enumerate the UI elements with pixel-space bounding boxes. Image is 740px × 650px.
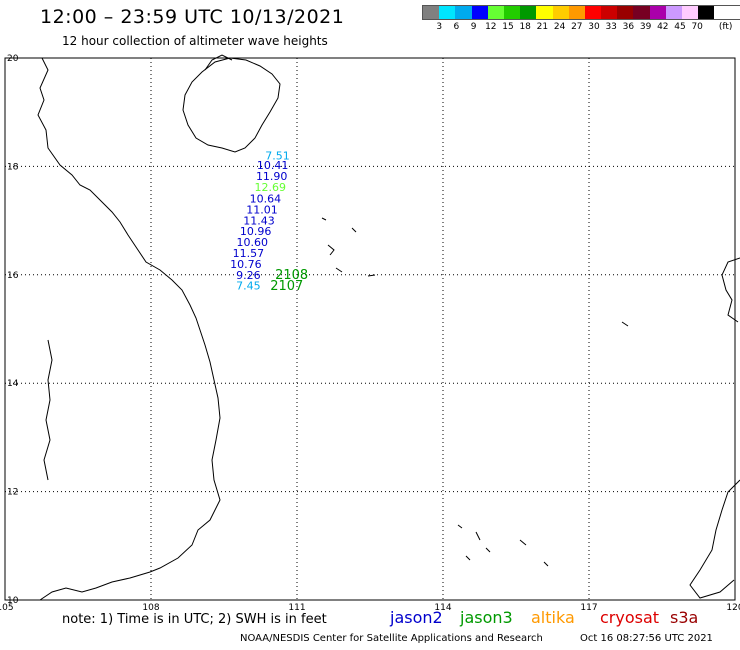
legend-label: 12	[485, 22, 497, 32]
chart-title: 12:00 – 23:59 UTC 10/13/2021	[40, 6, 345, 28]
legend-swatch	[423, 6, 440, 19]
wave-height-value: 7.51	[265, 149, 290, 162]
lon-tick-label: 111	[288, 603, 305, 613]
satellite-name: jason2	[390, 608, 443, 627]
legend-label: 45	[674, 22, 686, 32]
legend-swatch	[665, 6, 682, 19]
legend-swatch	[520, 6, 537, 19]
lon-tick-label: 105	[0, 603, 14, 613]
wave-height-value: 11.57	[233, 247, 265, 260]
legend-swatch	[503, 6, 521, 19]
legend-label: 6	[453, 22, 460, 32]
satellite-name: jason3	[460, 608, 513, 627]
legend-unit: (ft)	[718, 22, 733, 32]
legend-label: 70	[691, 22, 703, 32]
wave-height-legend: 3 6 9 12 15 18 21 24 27 30 33 36 39 42 45 70 (ft)	[422, 5, 740, 34]
credit-line: NOAA/NESDIS Center for Satellite Applica…	[240, 633, 543, 644]
legend-label: 30	[588, 22, 600, 32]
legend-label: 36	[622, 22, 635, 32]
lat-tick-label: 12	[7, 488, 18, 498]
legend-swatch	[439, 6, 456, 19]
legend-swatch	[682, 6, 699, 19]
coastline-hainan	[182, 57, 281, 153]
legend-swatch	[536, 6, 553, 19]
lat-tick-label: 18	[7, 162, 19, 172]
satellite-name: altika	[531, 608, 575, 627]
legend-label: 3	[436, 22, 443, 32]
legend-swatch	[649, 6, 666, 19]
legend-swatch	[552, 6, 569, 19]
lat-tick-label: 10	[7, 596, 19, 606]
map-frame	[4, 57, 736, 601]
lon-tick-label: 120	[726, 603, 740, 613]
legend-label: 18	[519, 22, 531, 32]
spratly-islands	[457, 321, 629, 567]
legend-label: 21	[536, 22, 549, 32]
legend-swatch	[584, 6, 602, 19]
legend-swatch	[617, 6, 634, 19]
legend-label: 15	[502, 22, 514, 32]
coastline-vietnam	[37, 57, 221, 601]
lon-tick-label: 117	[580, 603, 597, 613]
pass-time-label: 2108	[275, 268, 308, 283]
lat-lon-grid	[4, 57, 736, 601]
coastline	[37, 54, 740, 601]
legend-swatch	[633, 6, 650, 19]
wave-height-value: 11.43	[243, 214, 275, 227]
chart-subtitle: 12 hour collection of altimeter wave hei…	[62, 34, 328, 48]
wave-height-value: 11.90	[256, 170, 288, 183]
legend-swatch	[601, 6, 618, 19]
legend-label: 33	[605, 22, 617, 32]
legend-swatch	[568, 6, 585, 19]
wave-height-value: 12.69	[254, 181, 286, 194]
axis-tick-labels: 105 108 111 114 117 120 20 18 16 14 12 10	[0, 54, 740, 613]
coastline-west	[43, 339, 53, 481]
legend-label: 24	[553, 22, 566, 32]
wave-height-value: 10.96	[240, 225, 272, 238]
lon-tick-label: 108	[142, 603, 159, 613]
legend-label: 39	[639, 22, 652, 32]
legend-label: 42	[657, 22, 669, 32]
wave-height-value: 10.60	[236, 236, 268, 249]
legend-swatch	[487, 6, 504, 19]
footer-note: note: 1) Time is in UTC; 2) SWH is in fe…	[62, 612, 327, 627]
wave-height-value: 9.26	[236, 269, 261, 282]
legend-swatch	[455, 6, 472, 19]
wave-height-value: 10.76	[230, 258, 262, 271]
legend-labels: 3 6 9 12 15 18 21 24 27 30 33 36 39 42 45 70 (ft)	[422, 22, 740, 34]
coastline-philippines-south	[689, 479, 740, 599]
wave-observations: 7.5110.4111.9012.6910.6411.0111.4310.961…	[230, 149, 308, 294]
generated-timestamp: Oct 16 08:27:56 UTC 2021	[580, 633, 713, 644]
legend-label: 9	[470, 22, 477, 32]
coastline-philippines-north	[721, 257, 740, 323]
lat-tick-label: 14	[7, 379, 19, 389]
wave-height-value: 7.45	[236, 279, 261, 292]
legend-label: 27	[571, 22, 583, 32]
wave-height-value: 10.64	[250, 193, 282, 206]
coastline-leizhou	[204, 54, 233, 71]
legend-swatch	[471, 6, 488, 19]
lon-tick-label: 114	[434, 603, 451, 613]
wave-height-value: 10.41	[257, 159, 289, 172]
lat-tick-label: 16	[7, 271, 19, 281]
pass-time-label: 2107	[270, 279, 303, 294]
legend-swatch	[698, 6, 715, 19]
satellite-name: cryosat	[600, 608, 660, 627]
wave-height-value: 11.01	[246, 204, 278, 217]
legend-color-bar	[422, 5, 740, 20]
satellite-name: s3a	[670, 608, 699, 627]
paracel-islands	[321, 217, 376, 277]
lat-tick-label: 20	[7, 54, 19, 64]
